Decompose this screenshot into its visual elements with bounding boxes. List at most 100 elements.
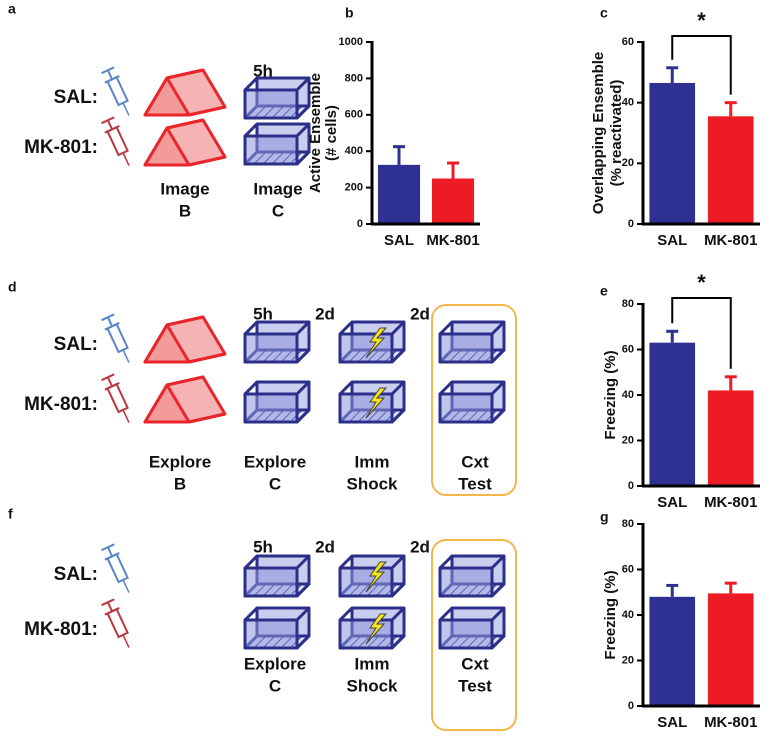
box-edge: [490, 634, 506, 650]
box-edge: [490, 380, 506, 396]
box-front: [438, 392, 494, 424]
box-edge: [295, 122, 311, 138]
x-tick-label: MK-801: [704, 232, 757, 249]
shock-bolt: [365, 561, 388, 593]
context-prism: [143, 68, 227, 117]
prism-front: [143, 126, 191, 167]
step-label: Imm: [355, 654, 390, 673]
syringe-flange: [104, 552, 120, 561]
step-label: B: [179, 201, 191, 220]
x-tick-label: MK-801: [704, 714, 757, 731]
context-box: [438, 380, 506, 424]
context-box: [438, 606, 506, 650]
syringe-barrel: [106, 382, 129, 414]
y-tick-label: 20: [622, 157, 634, 169]
box-front: [243, 618, 299, 650]
box-edge: [390, 408, 406, 424]
y-axis-label: Overlapping Ensemble: [590, 52, 607, 215]
context-box: [338, 320, 406, 364]
box-edge: [243, 554, 259, 570]
y-tick-label: 0: [628, 700, 634, 712]
step-label: Explore: [149, 452, 211, 471]
bar: [707, 116, 754, 224]
bar: [649, 82, 696, 224]
box-edge: [295, 150, 311, 166]
prism-edge: [188, 105, 226, 117]
syringe-plunger: [106, 376, 113, 387]
test-frame: [431, 304, 517, 496]
syringe-handle: [101, 116, 115, 125]
bar: [707, 593, 754, 706]
bar: [377, 164, 421, 224]
syringe-barrel: [106, 552, 129, 584]
box-front: [243, 134, 299, 166]
x-tick-label: SAL: [657, 714, 687, 731]
box-edge: [243, 380, 259, 396]
context-box: [243, 122, 311, 166]
syringe-needle: [122, 634, 130, 648]
syringe-needle: [122, 409, 130, 423]
syringe-plunger: [106, 601, 113, 612]
x-tick-label: MK-801: [426, 232, 479, 249]
box-edge: [390, 634, 406, 650]
y-axis-label: (# cells): [323, 105, 340, 161]
panel-letter: d: [8, 279, 17, 295]
syringe-handle: [101, 313, 115, 322]
y-tick-label: 200: [345, 182, 363, 194]
box-edge: [243, 122, 259, 138]
x-tick-label: SAL: [384, 232, 414, 249]
y-tick-label: 40: [622, 97, 634, 109]
syringe-flange: [104, 75, 120, 84]
syringe-plunger: [106, 546, 113, 557]
box-edge: [295, 348, 311, 364]
y-tick-label: 0: [628, 218, 634, 230]
y-tick-label: 0: [357, 218, 363, 230]
bar: [649, 342, 696, 486]
syringe-barrel: [106, 75, 129, 107]
test-frame: [431, 539, 517, 731]
y-tick-label: 0: [628, 480, 634, 492]
syringe-handle: [101, 373, 115, 382]
x-tick-label: MK-801: [704, 494, 757, 511]
syringe-plunger: [106, 69, 113, 80]
step-label: Explore: [244, 452, 306, 471]
box-front: [438, 566, 494, 598]
y-tick-label: 20: [622, 654, 634, 666]
context-box: [243, 76, 311, 120]
y-axis-label: Active Ensemble: [307, 73, 324, 193]
syringe-plunger: [106, 119, 113, 130]
y-tick-label: 800: [345, 72, 363, 84]
y-axis-label: Freezing (%): [602, 350, 619, 439]
prism-edge: [188, 352, 226, 364]
syringe: [101, 313, 130, 363]
box-edge: [295, 380, 311, 396]
syringe: [101, 66, 130, 116]
step-label: Shock: [346, 474, 398, 493]
syringe-handle: [101, 66, 115, 75]
box-edge: [438, 606, 454, 622]
box-edge: [295, 76, 311, 92]
step-label: Cxt: [461, 654, 489, 673]
step-label: Image: [160, 179, 209, 198]
interval-label: 2d: [315, 537, 335, 556]
syringe-plunger: [106, 316, 113, 327]
box-front: [243, 392, 299, 424]
step-label: Explore: [244, 654, 306, 673]
syringe-needle: [122, 102, 130, 116]
box-edge: [438, 320, 454, 336]
syringe-flange: [104, 607, 120, 616]
y-tick-label: 40: [622, 609, 634, 621]
group-label: SAL:: [54, 564, 98, 585]
shock-bolt: [365, 387, 388, 419]
box-front: [438, 618, 494, 650]
box-edge: [295, 554, 311, 570]
significance-bracket: [671, 35, 732, 95]
box-edge: [390, 348, 406, 364]
box-edge: [390, 380, 406, 396]
y-tick-label: 600: [345, 109, 363, 121]
syringe-flange: [104, 322, 120, 331]
group-label: SAL:: [54, 87, 98, 108]
y-tick-label: 60: [622, 36, 634, 48]
syringe-handle: [101, 598, 115, 607]
